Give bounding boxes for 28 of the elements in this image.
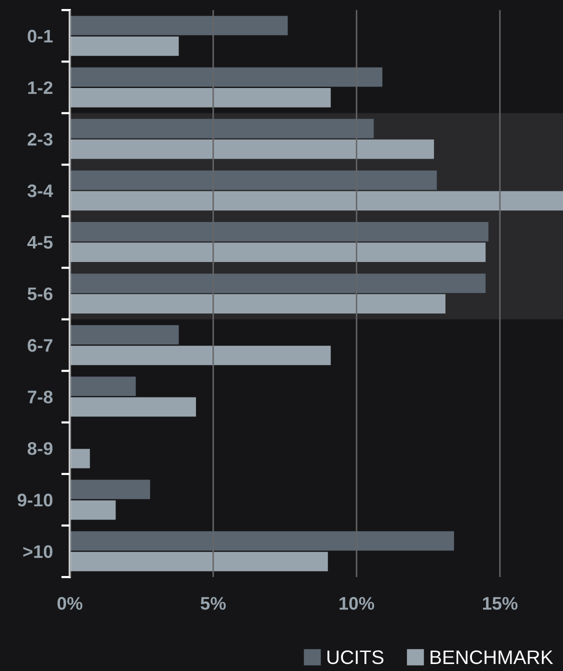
x-tick-label: 5% — [200, 597, 226, 610]
y-tick-label: >10 — [23, 545, 52, 558]
bar — [70, 36, 179, 56]
y-tick-label: 6-7 — [28, 339, 52, 352]
bar — [70, 191, 563, 210]
bar — [70, 140, 434, 159]
y-tick-label: 0-1 — [28, 30, 53, 43]
bar — [70, 500, 116, 520]
bar — [70, 294, 446, 314]
y-tick-label: 2-3 — [28, 132, 52, 146]
y-tick-label: 4-5 — [27, 236, 53, 249]
bar — [70, 88, 331, 108]
y-tick-label: 1-2 — [28, 81, 52, 94]
legend-label: BENCHMARK — [430, 650, 554, 664]
y-tick-label: 9-10 — [18, 494, 52, 506]
y-tick-label: 7-8 — [28, 390, 53, 404]
legend-label: UCITS — [327, 650, 384, 664]
x-tick-label: 0% — [57, 596, 82, 610]
bar — [70, 397, 196, 417]
bar — [70, 346, 331, 366]
bar — [70, 552, 328, 572]
y-tick-label: 5-6 — [28, 287, 52, 300]
bar — [70, 242, 486, 262]
x-tick-label: 10% — [340, 596, 374, 610]
x-tick-label: 15% — [482, 597, 518, 610]
y-tick-label: 3-4 — [27, 184, 54, 198]
bar — [70, 448, 90, 468]
y-tick-label: 8-9 — [28, 442, 52, 455]
